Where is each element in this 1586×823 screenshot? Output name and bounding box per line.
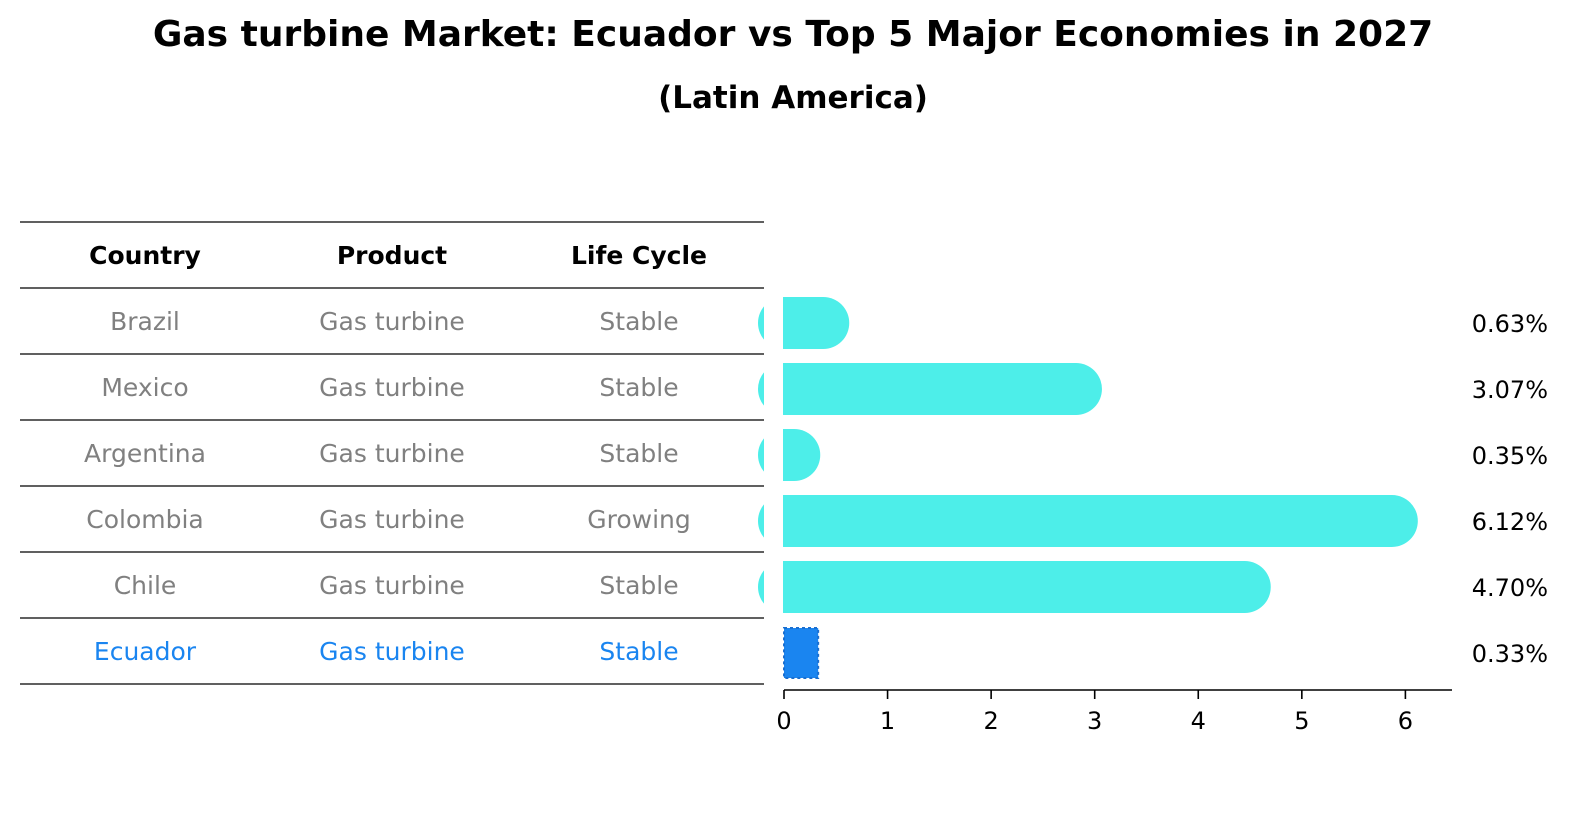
table-header-cell: Country [89, 241, 201, 270]
x-tick-label: 3 [1087, 707, 1102, 735]
table-cell: Stable [599, 373, 678, 402]
table-cell: Stable [599, 439, 678, 468]
table-cell: Gas turbine [319, 307, 465, 336]
table-cell: Gas turbine [319, 637, 465, 666]
market-table: Country Product Life Cycle Brazil Gas turbin… [20, 221, 764, 685]
x-tick-label: 6 [1398, 707, 1413, 735]
bar-value-label: 0.63% [1472, 310, 1548, 338]
x-tick-label: 0 [776, 707, 791, 735]
table-row: Brazil Gas turbine Stable [110, 307, 678, 336]
bar-value-label: 6.12% [1472, 508, 1548, 536]
table-row: Chile Gas turbine Stable [114, 571, 679, 600]
axis-mask [764, 286, 783, 691]
table-cell: Gas turbine [319, 373, 465, 402]
table-row: Ecuador Gas turbine Stable [94, 637, 679, 666]
table-cell: Gas turbine [319, 571, 465, 600]
bar-mexico [758, 363, 1102, 415]
bar-value-label: 0.33% [1472, 640, 1548, 668]
bar-colombia [758, 495, 1418, 547]
table-row: Colombia Gas turbine Growing [86, 505, 691, 534]
table-cell: Gas turbine [319, 439, 465, 468]
table-cell: Stable [599, 571, 678, 600]
x-tick-label: 2 [983, 707, 998, 735]
table-row: Argentina Gas turbine Stable [84, 439, 679, 468]
bar-value-label: 3.07% [1472, 376, 1548, 404]
x-tick-label: 1 [880, 707, 895, 735]
table-cell: Chile [114, 571, 177, 600]
table-cell: Argentina [84, 439, 206, 468]
bar-value-label: 4.70% [1472, 574, 1548, 602]
table-row: Mexico Gas turbine Stable [101, 373, 678, 402]
table-cell: Colombia [86, 505, 203, 534]
table-header-cell: Life Cycle [571, 241, 707, 270]
chart-title: Gas turbine Market: Ecuador vs Top 5 Maj… [152, 14, 1434, 55]
bar-chile [758, 561, 1271, 613]
table-cell: Ecuador [94, 637, 197, 666]
bar-chart: 0.63% 3.07% 0.35% 6.12% 4.70% 0.33% 0 1 2 3 4 5 6 [758, 286, 1548, 735]
table-cell: Gas turbine [319, 505, 465, 534]
table-cell: Growing [587, 505, 691, 534]
table-cell: Stable [599, 637, 678, 666]
table-header-cell: Product [337, 241, 447, 270]
bar-value-label: 0.35% [1472, 442, 1548, 470]
x-tick-label: 5 [1294, 707, 1309, 735]
chart-subtitle: (Latin America) [658, 80, 928, 116]
table-cell: Mexico [101, 373, 188, 402]
bar-ecuador [783, 627, 820, 679]
table-cell: Brazil [110, 307, 180, 336]
table-cell: Stable [599, 307, 678, 336]
x-tick-label: 4 [1191, 707, 1206, 735]
